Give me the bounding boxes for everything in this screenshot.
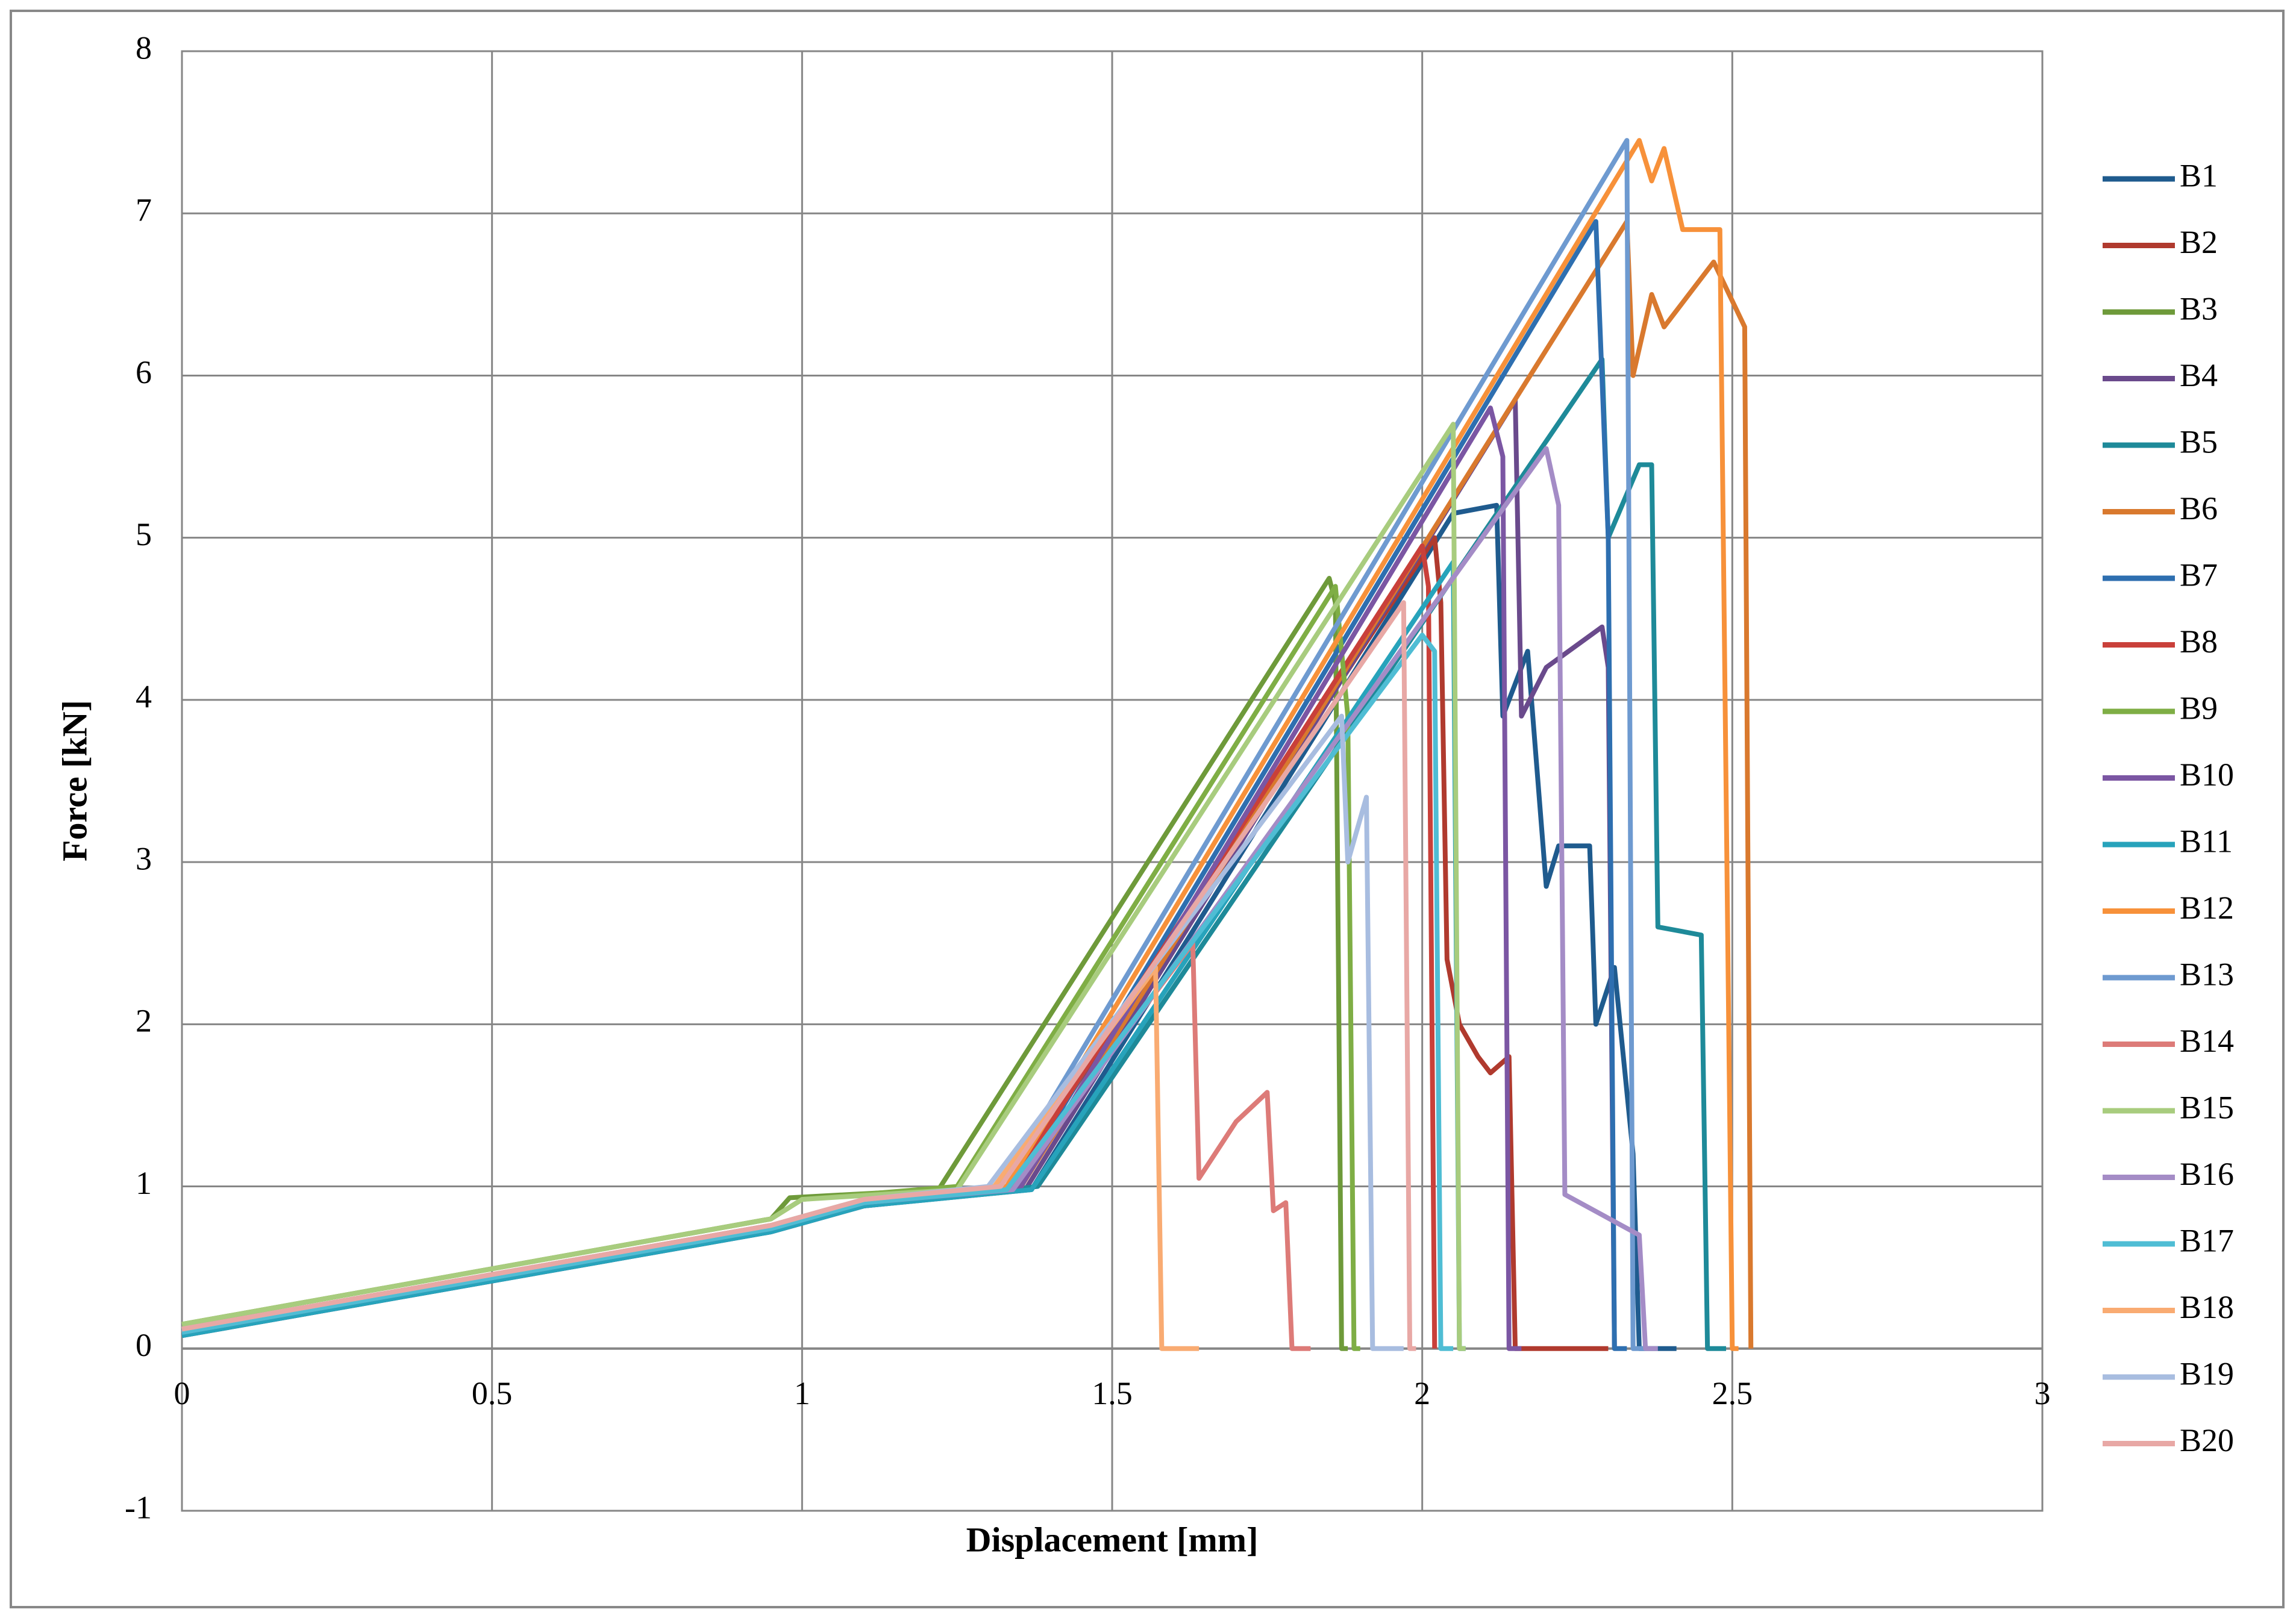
series-line [181, 632, 1454, 1351]
x-tick-label: 1.5 [1092, 1375, 1133, 1411]
legend-label: B14 [2180, 1023, 2234, 1059]
y-tick-label: -1 [125, 1489, 152, 1525]
x-tick-label: 1 [794, 1375, 810, 1411]
y-tick-label: 6 [136, 354, 152, 390]
legend-label: B12 [2180, 890, 2234, 926]
legend-label: B10 [2180, 757, 2234, 793]
x-tick-label: 0 [174, 1375, 190, 1411]
legend-label: B11 [2180, 823, 2233, 859]
y-tick-label: 8 [136, 30, 152, 66]
y-tick-label: 1 [136, 1165, 152, 1201]
legend-label: B7 [2180, 557, 2218, 593]
legend-label: B17 [2180, 1222, 2234, 1258]
legend-label: B16 [2180, 1156, 2234, 1192]
legend-label: B13 [2180, 956, 2234, 992]
chart-border [10, 10, 2285, 1608]
legend-label: B20 [2180, 1422, 2234, 1458]
y-tick-label: 0 [136, 1327, 152, 1363]
y-tick-label: 4 [136, 678, 152, 714]
legend-label: B1 [2180, 157, 2218, 193]
legend-label: B9 [2180, 690, 2218, 726]
x-tick-label: 3 [2035, 1375, 2051, 1411]
legend-label: B18 [2180, 1289, 2234, 1325]
legend-label: B15 [2180, 1089, 2234, 1125]
legend-label: B19 [2180, 1355, 2234, 1391]
series-line [181, 600, 1416, 1351]
legend-label: B6 [2180, 490, 2218, 526]
legend-label: B8 [2180, 623, 2218, 660]
y-tick-label: 5 [136, 516, 152, 552]
y-tick-label: 2 [136, 1003, 152, 1039]
legend-label: B2 [2180, 224, 2218, 260]
y-tick-label: 7 [136, 192, 152, 228]
y-axis-title: Force [kN] [55, 700, 94, 861]
x-tick-label: 2 [1414, 1375, 1430, 1411]
x-tick-label: 2.5 [1712, 1375, 1753, 1411]
legend-label: B5 [2180, 423, 2218, 460]
legend-label: B3 [2180, 290, 2218, 326]
x-tick-label: 0.5 [472, 1375, 513, 1411]
y-tick-label: 3 [136, 841, 152, 877]
legend-label: B4 [2180, 357, 2218, 393]
x-axis-title: Displacement [mm] [966, 1520, 1259, 1559]
